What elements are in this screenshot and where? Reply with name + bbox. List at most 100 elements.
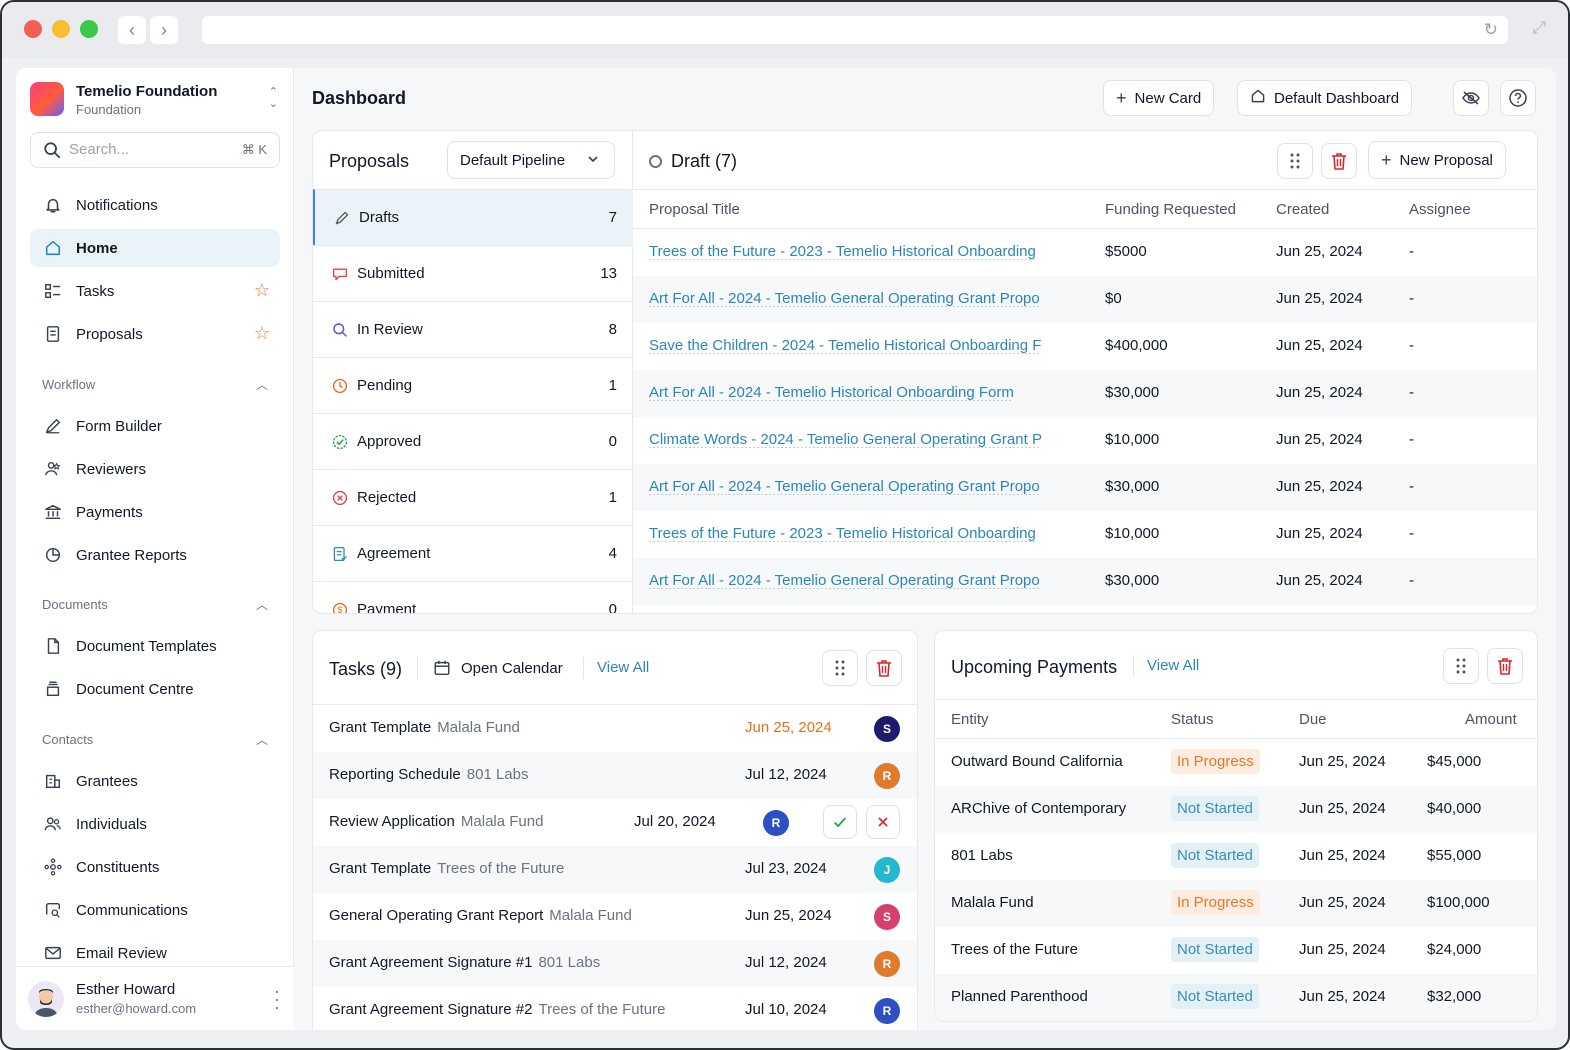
back-button[interactable]: ‹ <box>118 16 146 44</box>
nav-home[interactable]: Home <box>30 229 280 267</box>
drag-handle-button[interactable] <box>1277 143 1313 179</box>
proposal-title-link[interactable]: Art For All - 2024 - Temelio General Ope… <box>649 572 1040 589</box>
proposal-title-link[interactable]: Trees of the Future - 2023 - Temelio His… <box>649 243 1036 260</box>
expand-icon[interactable]: ⤢ <box>1532 18 1546 37</box>
assignee-avatar[interactable]: R <box>874 998 900 1024</box>
reject-button[interactable] <box>866 805 900 839</box>
bank-icon <box>42 501 64 523</box>
task-row[interactable]: Grant Agreement Signature #1 801 Labs Jul… <box>313 940 917 987</box>
stage-payment[interactable]: $ Payment 0 <box>313 581 633 613</box>
nav-form-builder[interactable]: Form Builder <box>30 407 280 445</box>
task-row[interactable]: Review Application Malala Fund Jul 20, 20… <box>313 799 917 846</box>
payments-view-all-link[interactable]: View All <box>1147 657 1200 674</box>
proposal-title-link[interactable]: Trees of the Future - 2023 - Temelio His… <box>649 525 1036 542</box>
default-dashboard-button[interactable]: Default Dashboard <box>1237 80 1413 116</box>
more-vertical-icon[interactable]: · · · <box>274 981 280 1017</box>
search-input[interactable] <box>69 141 219 158</box>
nav-payments[interactable]: Payments <box>30 493 280 531</box>
delete-card-button[interactable] <box>1487 648 1523 684</box>
user-profile[interactable]: Esther Howard esther@howard.com · · · <box>16 966 294 1030</box>
star-icon[interactable]: ☆ <box>253 323 270 343</box>
maximize-window-button[interactable] <box>80 20 98 38</box>
task-row[interactable]: Reporting Schedule 801 Labs Jul 12, 2024 … <box>313 752 917 799</box>
close-window-button[interactable] <box>24 20 42 38</box>
chevron-up-icon[interactable]: ︿ <box>255 598 268 612</box>
chevron-up-down-icon[interactable]: ⌃ ⌄ <box>268 86 278 110</box>
nav-notifications[interactable]: Notifications <box>30 186 280 224</box>
nav-communications[interactable]: Communications <box>30 891 280 929</box>
task-row[interactable]: Grant Agreement Signature #2 Trees of the… <box>313 987 917 1030</box>
help-button[interactable] <box>1500 80 1536 116</box>
proposal-title-link[interactable]: Art For All - 2024 - Temelio Historical … <box>649 384 1014 401</box>
nav-email-review[interactable]: Email Review <box>30 934 280 972</box>
nav-proposals[interactable]: Proposals ☆ <box>30 315 280 353</box>
delete-card-button[interactable] <box>1321 143 1357 179</box>
nav-individuals[interactable]: Individuals <box>30 805 280 843</box>
reload-icon[interactable]: ↻ <box>1483 20 1498 39</box>
chevron-up-icon[interactable]: ︿ <box>255 733 268 747</box>
assignee-avatar[interactable]: R <box>874 763 900 789</box>
section-contacts[interactable]: Contacts ︿ <box>42 732 268 747</box>
assignee-avatar[interactable]: R <box>763 810 789 836</box>
proposal-title-link[interactable]: Art For All - 2024 - Temelio General Ope… <box>649 290 1040 307</box>
stage-in-review[interactable]: In Review 8 <box>313 301 633 357</box>
tasks-view-all-link[interactable]: View All <box>597 659 650 676</box>
table-row[interactable]: Save the Children - 2024 - Temelio Histo… <box>633 323 1537 370</box>
stage-submitted[interactable]: Submitted 13 <box>313 245 633 301</box>
assignee-avatar[interactable]: S <box>874 716 900 742</box>
proposal-title-link[interactable]: Climate Words - 2024 - Temelio General O… <box>649 431 1042 448</box>
table-row[interactable]: Outward Bound California In Progress Jun… <box>935 739 1537 786</box>
table-row[interactable]: Art For All - 2024 - Temelio General Ope… <box>633 464 1537 511</box>
table-row[interactable]: Climate Words - 2024 - Temelio General O… <box>633 417 1537 464</box>
task-row[interactable]: Grant Template Malala Fund Jun 25, 2024 S <box>313 705 917 752</box>
status-badge: Not Started <box>1171 796 1259 821</box>
table-row[interactable]: Art For All - 2024 - Temelio General Ope… <box>633 558 1537 605</box>
table-row[interactable]: Art For All - 2024 - Temelio Historical … <box>633 370 1537 417</box>
table-row[interactable]: Trees of the Future - 2023 - Temelio His… <box>633 511 1537 558</box>
drag-handle-button[interactable] <box>822 650 858 686</box>
proposal-title-link[interactable]: Art For All - 2024 - Temelio General Ope… <box>649 478 1040 495</box>
nav-reviewers[interactable]: Reviewers <box>30 450 280 488</box>
table-row[interactable]: 801 Labs Not Started Jun 25, 2024 $55,00… <box>935 833 1537 880</box>
address-bar[interactable]: ↻ <box>202 16 1508 44</box>
section-workflow[interactable]: Workflow ︿ <box>42 377 268 392</box>
hide-values-button[interactable] <box>1453 80 1489 116</box>
assignee-avatar[interactable]: R <box>874 951 900 977</box>
table-row[interactable]: Trees of the Future - 2023 - Temelio His… <box>633 229 1537 276</box>
nav-constituents[interactable]: Constituents <box>30 848 280 886</box>
section-documents[interactable]: Documents ︿ <box>42 597 268 612</box>
table-row[interactable]: Planned Parenthood Not Started Jun 25, 2… <box>935 974 1537 1021</box>
table-row[interactable]: Malala Fund In Progress Jun 25, 2024 $10… <box>935 880 1537 927</box>
minimize-window-button[interactable] <box>52 20 70 38</box>
assignee-avatar[interactable]: S <box>874 904 900 930</box>
task-row[interactable]: Grant Template Trees of the Future Jul 23… <box>313 846 917 893</box>
table-row[interactable]: ARChive of Contemporary Not Started Jun … <box>935 786 1537 833</box>
open-calendar-button[interactable]: Open Calendar <box>433 659 563 677</box>
pipeline-select[interactable]: Default Pipeline <box>447 141 615 179</box>
nav-tasks[interactable]: Tasks ☆ <box>30 272 280 310</box>
nav-document-centre[interactable]: Document Centre <box>30 670 280 708</box>
new-proposal-button[interactable]: + New Proposal <box>1368 141 1506 179</box>
stage-drafts[interactable]: Drafts 7 <box>313 189 633 245</box>
nav-document-templates[interactable]: Document Templates <box>30 627 280 665</box>
chevron-up-icon[interactable]: ︿ <box>255 378 268 392</box>
stage-agreement[interactable]: Agreement 4 <box>313 525 633 581</box>
nav-grantee-reports[interactable]: Grantee Reports <box>30 536 280 574</box>
task-row[interactable]: General Operating Grant Report Malala Fun… <box>313 893 917 940</box>
assignee-avatar[interactable]: J <box>874 857 900 883</box>
forward-button[interactable]: › <box>150 16 178 44</box>
table-row[interactable]: Art For All - 2024 - Temelio General Ope… <box>633 276 1537 323</box>
new-card-button[interactable]: + New Card <box>1103 80 1215 116</box>
org-switcher[interactable]: Temelio Foundation Foundation ⌃ ⌄ <box>30 82 280 118</box>
stage-rejected[interactable]: Rejected 1 <box>313 469 633 525</box>
stage-pending[interactable]: Pending 1 <box>313 357 633 413</box>
stage-approved[interactable]: Approved 0 <box>313 413 633 469</box>
nav-grantees[interactable]: Grantees <box>30 762 280 800</box>
table-row[interactable]: Trees of the Future Not Started Jun 25, … <box>935 927 1537 974</box>
delete-card-button[interactable] <box>866 650 902 686</box>
star-icon[interactable]: ☆ <box>253 280 270 300</box>
drag-handle-button[interactable] <box>1443 648 1479 684</box>
proposals-icon <box>42 323 64 345</box>
proposal-title-link[interactable]: Save the Children - 2024 - Temelio Histo… <box>649 337 1042 354</box>
approve-button[interactable] <box>823 805 857 839</box>
